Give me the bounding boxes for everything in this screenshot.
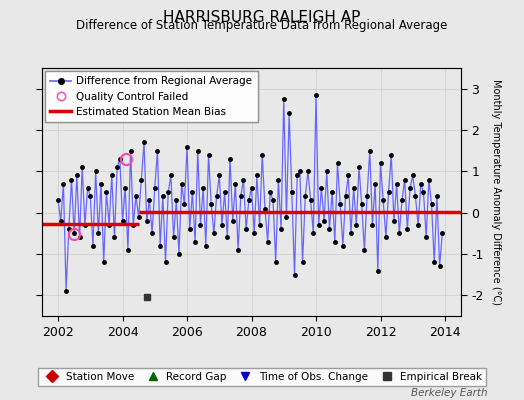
Text: Difference of Station Temperature Data from Regional Average: Difference of Station Temperature Data f… (77, 19, 447, 32)
Legend: Station Move, Record Gap, Time of Obs. Change, Empirical Break: Station Move, Record Gap, Time of Obs. C… (38, 368, 486, 386)
Text: Berkeley Earth: Berkeley Earth (411, 388, 487, 398)
Y-axis label: Monthly Temperature Anomaly Difference (°C): Monthly Temperature Anomaly Difference (… (490, 79, 500, 305)
Text: HARRISBURG RALEIGH AP: HARRISBURG RALEIGH AP (163, 10, 361, 25)
Legend: Difference from Regional Average, Quality Control Failed, Estimated Station Mean: Difference from Regional Average, Qualit… (45, 71, 257, 122)
